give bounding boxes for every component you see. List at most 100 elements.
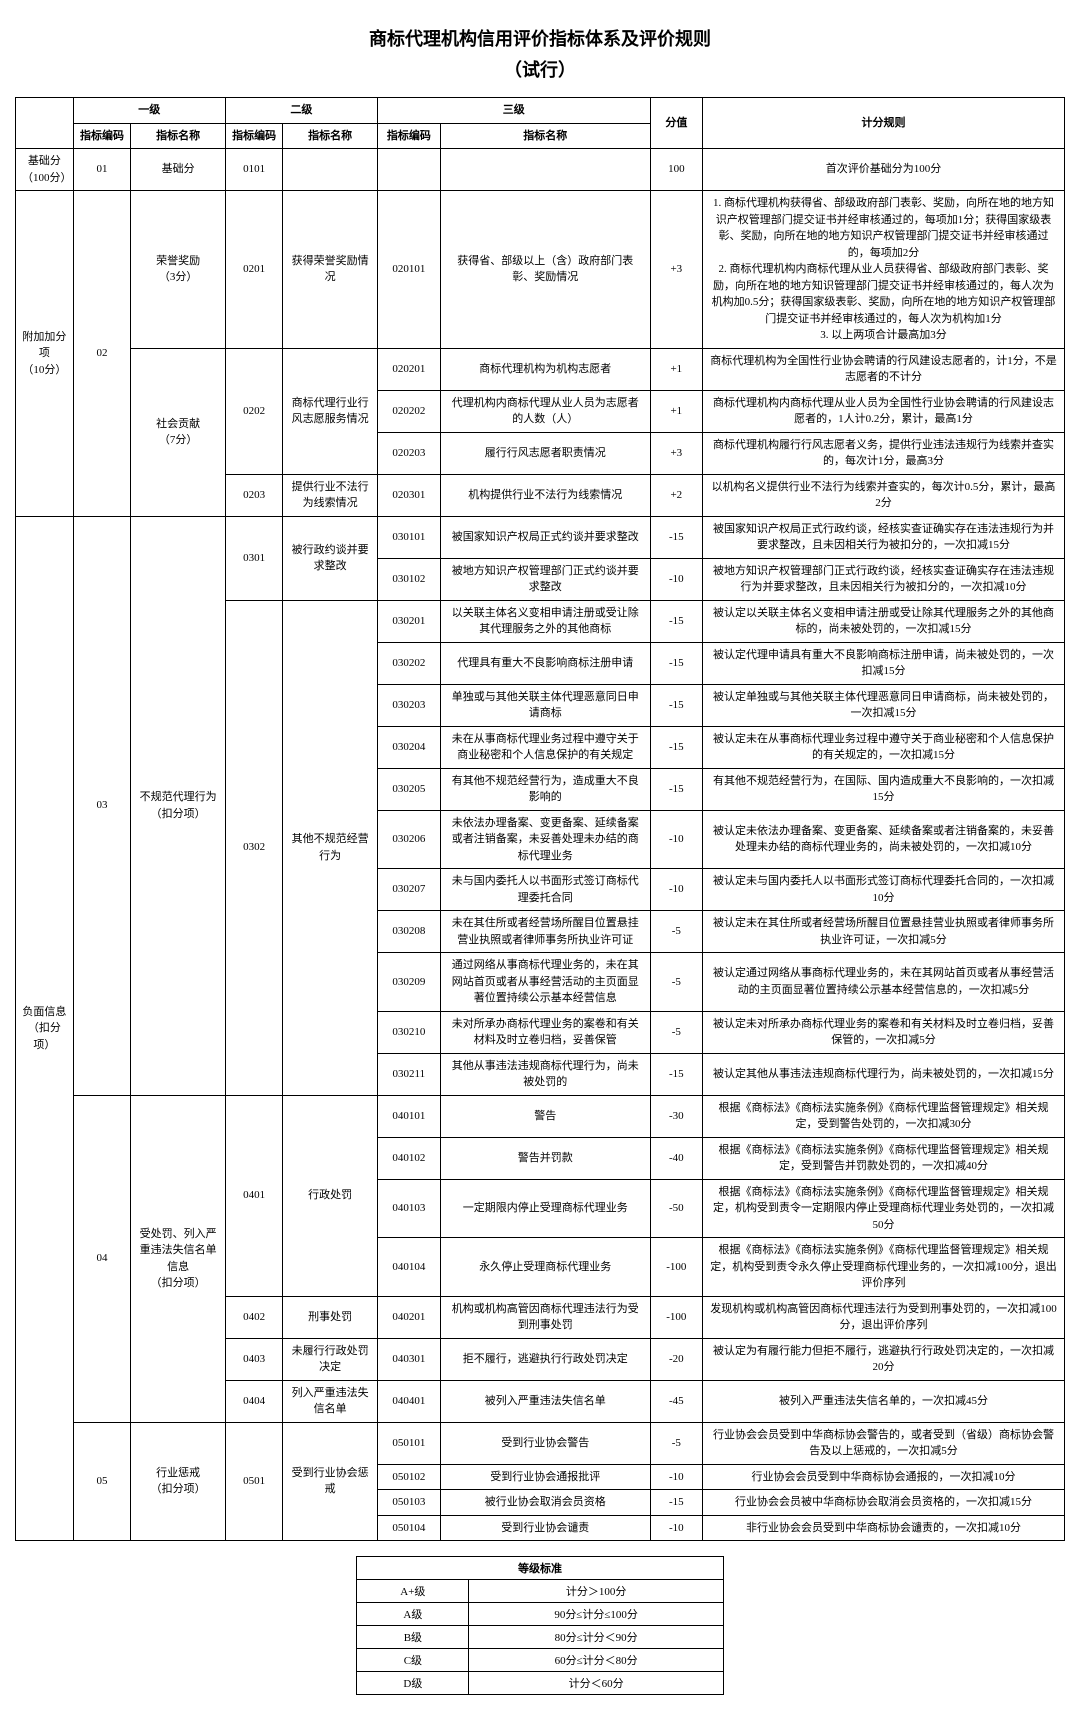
cell: 030208 (377, 911, 440, 953)
cell: 040201 (377, 1296, 440, 1338)
cell: +3 (650, 191, 702, 349)
cell: 030204 (377, 726, 440, 768)
cell: 机构或机构高管因商标代理违法行为受到刑事处罚 (440, 1296, 650, 1338)
grade-range: 计分＜60分 (469, 1672, 723, 1695)
cell: 未依法办理备案、变更备案、延续备案或者注销备案，未妥善处理未办结的商标代理业务 (440, 810, 650, 869)
cell: +2 (650, 474, 702, 516)
cell: 一定期限内停止受理商标代理业务 (440, 1179, 650, 1238)
cell: 其他不规范经营行为 (283, 600, 377, 1095)
cell: 刑事处罚 (283, 1296, 377, 1338)
cell: -15 (650, 600, 702, 642)
cell: 0202 (225, 348, 283, 474)
page-subtitle: （试行） (15, 56, 1065, 82)
cell: 040101 (377, 1095, 440, 1137)
cell: 03 (73, 516, 131, 1095)
cell: 行政处罚 (283, 1095, 377, 1296)
cell: -10 (650, 1464, 702, 1490)
grade-range: 计分＞100分 (469, 1580, 723, 1603)
cell: 030210 (377, 1011, 440, 1053)
grade-range: 60分≤计分＜80分 (469, 1649, 723, 1672)
cell: 其他从事违法违规商标代理行为，尚未被处罚的 (440, 1053, 650, 1095)
cell: -20 (650, 1338, 702, 1380)
cell: 被认定通过网络从事商标代理业务的，未在其网站首页或者从事经营活动的主页面显著位置… (703, 953, 1065, 1012)
cell: 履行行风志愿者职责情况 (440, 432, 650, 474)
cell: 01 (73, 149, 131, 191)
cell: 根据《商标法》《商标法实施条例》《商标代理监督管理规定》相关规定，受到警告处罚的… (703, 1095, 1065, 1137)
cell: 040103 (377, 1179, 440, 1238)
header-level3: 三级 (377, 98, 650, 124)
cell (440, 149, 650, 191)
cell: 行业惩戒 （扣分项） (131, 1422, 225, 1541)
cell: 100 (650, 149, 702, 191)
cell: 有其他不规范经营行为，造成重大不良影响的 (440, 768, 650, 810)
cell: -5 (650, 953, 702, 1012)
cell: 未履行行政处罚决定 (283, 1338, 377, 1380)
cell: 商标代理机构为全国性行业协会聘请的行风建设志愿者的，计1分，不是志愿者的不计分 (703, 348, 1065, 390)
cell: 020201 (377, 348, 440, 390)
grade-title: 等级标准 (357, 1557, 724, 1580)
cell: 行业协会会员受到中华商标协会警告的，或者受到（省级）商标协会警告及以上惩戒的，一… (703, 1422, 1065, 1464)
cell: 050101 (377, 1422, 440, 1464)
cell: 首次评价基础分为100分 (703, 149, 1065, 191)
header-code-1: 指标编码 (73, 123, 131, 149)
cell: 被认定其他从事违法违规商标代理行为，尚未被处罚的，一次扣减15分 (703, 1053, 1065, 1095)
cell: -40 (650, 1137, 702, 1179)
cell: 负面信息 （扣分项） (16, 516, 74, 1541)
cell: -10 (650, 1515, 702, 1541)
cell: 有其他不规范经营行为，在国际、国内造成重大不良影响的，一次扣减15分 (703, 768, 1065, 810)
cell: 被认定未在其住所或者经营场所醒目位置悬挂营业执照或者律师事务所执业许可证，一次扣… (703, 911, 1065, 953)
cell: 获得荣誉奖励情况 (283, 191, 377, 349)
cell: -50 (650, 1179, 702, 1238)
cell: 1. 商标代理机构获得省、部级政府部门表彰、奖励，向所在地的地方知识产权管理部门… (703, 191, 1065, 349)
grade-level: A级 (357, 1603, 469, 1626)
cell: 030207 (377, 869, 440, 911)
cell: 被地方知识产权管理部门正式约谈并要求整改 (440, 558, 650, 600)
cell: 受到行业协会通报批评 (440, 1464, 650, 1490)
cell: 被行业协会取消会员资格 (440, 1490, 650, 1516)
cell: 040104 (377, 1238, 440, 1297)
cell: 0404 (225, 1380, 283, 1422)
cell: -15 (650, 684, 702, 726)
cell: -15 (650, 726, 702, 768)
cell: 不规范代理行为 （扣分项） (131, 516, 225, 1095)
cell: 030201 (377, 600, 440, 642)
cell: 商标代理行业行风志愿服务情况 (283, 348, 377, 474)
cell: 受到行业协会惩戒 (283, 1422, 377, 1541)
cell: 被认定以关联主体名义变相申请注册或受让除其代理服务之外的其他商标的，尚未被处罚的… (703, 600, 1065, 642)
cell: -5 (650, 1011, 702, 1053)
cell: 代理具有重大不良影响商标注册申请 (440, 642, 650, 684)
cell (377, 149, 440, 191)
cell: 警告 (440, 1095, 650, 1137)
cell: -10 (650, 558, 702, 600)
cell: 被认定未与国内委托人以书面形式签订商标代理委托合同的，一次扣减10分 (703, 869, 1065, 911)
grade-level: D级 (357, 1672, 469, 1695)
cell: 列入严重违法失信名单 (283, 1380, 377, 1422)
cell: 行业协会会员受到中华商标协会通报的，一次扣减10分 (703, 1464, 1065, 1490)
cell: 社会贡献 （7分） (131, 348, 225, 516)
cell: -10 (650, 869, 702, 911)
cell: 非行业协会会员受到中华商标协会谴责的，一次扣减10分 (703, 1515, 1065, 1541)
cell: 受到行业协会警告 (440, 1422, 650, 1464)
cell: 040301 (377, 1338, 440, 1380)
cell: 0301 (225, 516, 283, 600)
cell: 0403 (225, 1338, 283, 1380)
cell: 030206 (377, 810, 440, 869)
cell: 受处罚、列入严重违法失信名单信息 （扣分项） (131, 1095, 225, 1422)
header-blank (16, 98, 74, 149)
cell: 0302 (225, 600, 283, 1095)
cell: -15 (650, 1490, 702, 1516)
cell: 受到行业协会谴责 (440, 1515, 650, 1541)
cell: 被行政约谈并要求整改 (283, 516, 377, 600)
header-rule: 计分规则 (703, 98, 1065, 149)
cell: -15 (650, 1053, 702, 1095)
cell: 020202 (377, 390, 440, 432)
cell: 基础分 （100分） (16, 149, 74, 191)
cell: 未在从事商标代理业务过程中遵守关于商业秘密和个人信息保护的有关规定 (440, 726, 650, 768)
cell: -15 (650, 516, 702, 558)
cell: 发现机构或机构高管因商标代理违法行为受到刑事处罚的，一次扣减100分，退出评价序… (703, 1296, 1065, 1338)
cell: -15 (650, 768, 702, 810)
cell: 030102 (377, 558, 440, 600)
cell: 以机构名义提供行业不法行为线索并查实的，每次计0.5分，累计，最高2分 (703, 474, 1065, 516)
cell: 被认定为有履行能力但拒不履行，逃避执行行政处罚决定的，一次扣减20分 (703, 1338, 1065, 1380)
cell: 根据《商标法》《商标法实施条例》《商标代理监督管理规定》相关规定，机构受到责令永… (703, 1238, 1065, 1297)
